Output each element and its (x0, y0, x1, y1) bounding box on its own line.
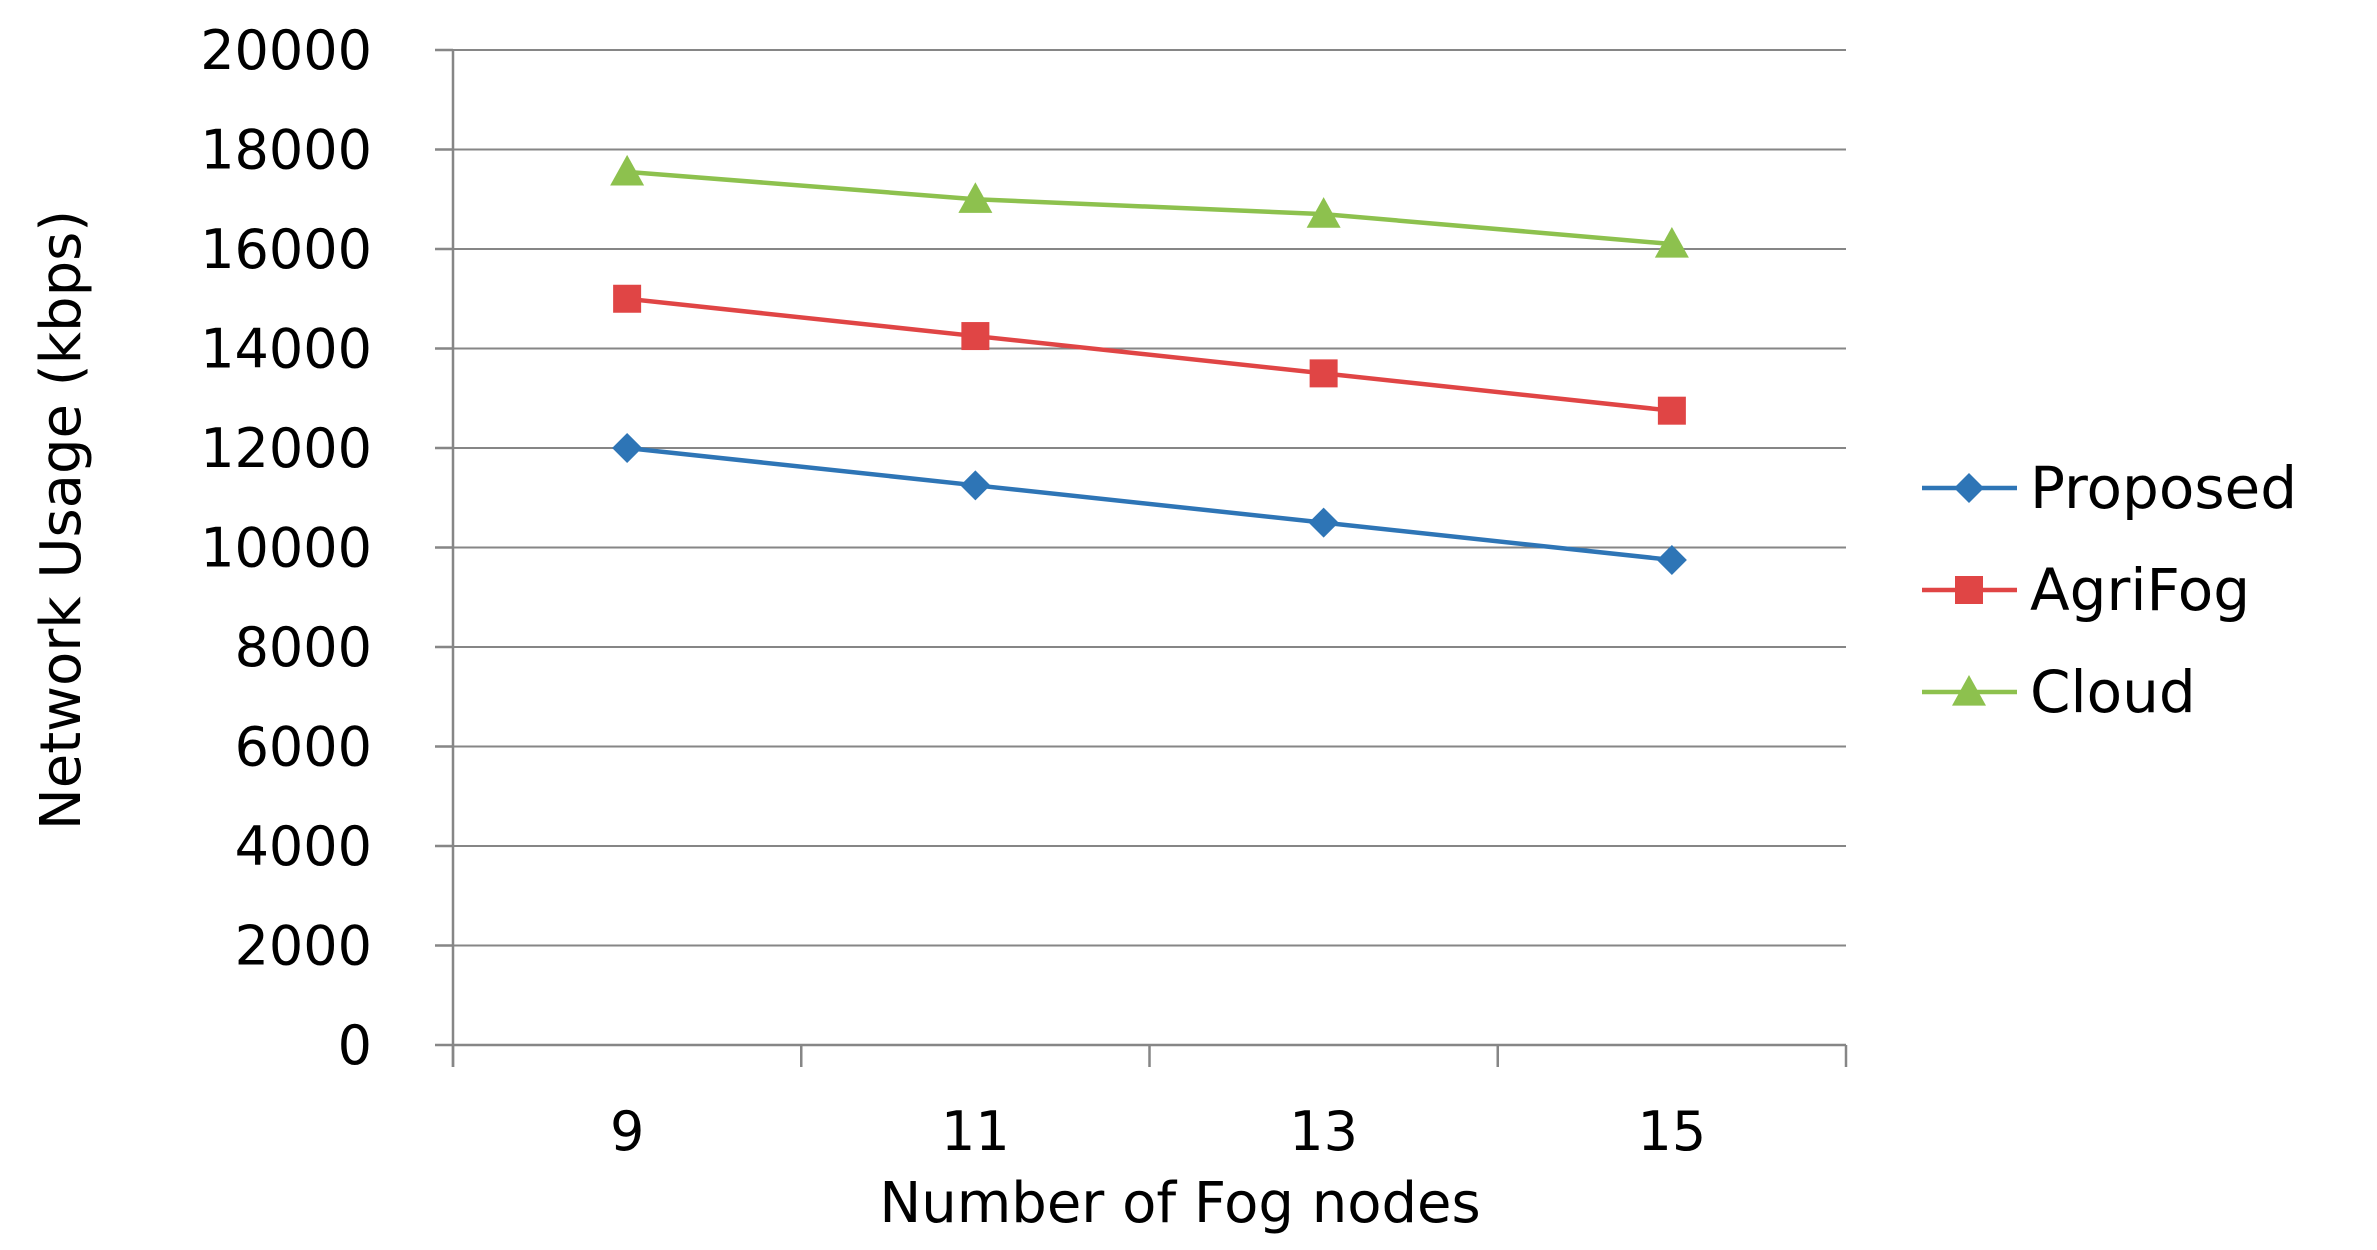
legend-marker-agrifog (1955, 576, 1983, 604)
data-point-cloud (958, 182, 993, 213)
data-point-agrifog (961, 322, 990, 351)
data-point-agrifog (613, 284, 642, 313)
y-tick-label: 18000 (200, 119, 372, 182)
y-axis-title: Network Usage (kbps) (29, 210, 94, 830)
y-tick-label: 0 (338, 1014, 372, 1077)
data-point-proposed (1308, 507, 1339, 538)
legend-label-cloud: Cloud (2030, 658, 2196, 726)
x-axis-ticks: 9 11 13 15 (610, 1100, 1706, 1163)
series-line-proposed (626, 445, 1673, 563)
data-point-cloud (610, 154, 645, 186)
x-tick-label: 15 (1638, 1100, 1707, 1163)
y-tick-label: 10000 (200, 517, 372, 580)
legend: Proposed AgriFog Cloud (1922, 454, 2297, 726)
data-point-cloud (1654, 227, 1689, 258)
series-line-cloud (626, 169, 1673, 247)
x-tick-label: 9 (610, 1100, 644, 1163)
legend-marker-proposed (1954, 473, 1984, 503)
axes (435, 48, 1848, 1067)
data-point-proposed (960, 470, 991, 501)
gridlines (453, 49, 1846, 947)
y-axis-ticks: 0 2000 4000 6000 8000 10000 12000 14000 16000 180… (200, 19, 372, 1077)
legend-label-agrifog: AgriFog (2030, 556, 2250, 624)
data-point-proposed (1656, 544, 1687, 575)
y-tick-label: 16000 (200, 218, 372, 281)
y-tick-label: 20000 (200, 19, 372, 82)
data-point-cloud (1306, 197, 1341, 228)
series-line-agrifog (626, 296, 1673, 413)
data-point-agrifog (1309, 359, 1338, 388)
y-tick-label: 6000 (235, 716, 372, 779)
y-tick-label: 2000 (235, 915, 372, 978)
y-tick-label: 14000 (200, 318, 372, 381)
x-axis-title: Number of Fog nodes (879, 1171, 1480, 1236)
legend-label-proposed: Proposed (2030, 454, 2297, 522)
data-point-agrifog (1657, 396, 1686, 425)
y-tick-label: 8000 (235, 616, 372, 679)
x-tick-label: 11 (941, 1100, 1010, 1163)
data-point-proposed (612, 433, 643, 463)
x-tick-label: 13 (1289, 1100, 1358, 1163)
y-tick-label: 12000 (200, 417, 372, 480)
y-tick-label: 4000 (235, 815, 372, 878)
series-lines (610, 154, 1689, 575)
legend-marker-cloud (1952, 675, 1986, 706)
